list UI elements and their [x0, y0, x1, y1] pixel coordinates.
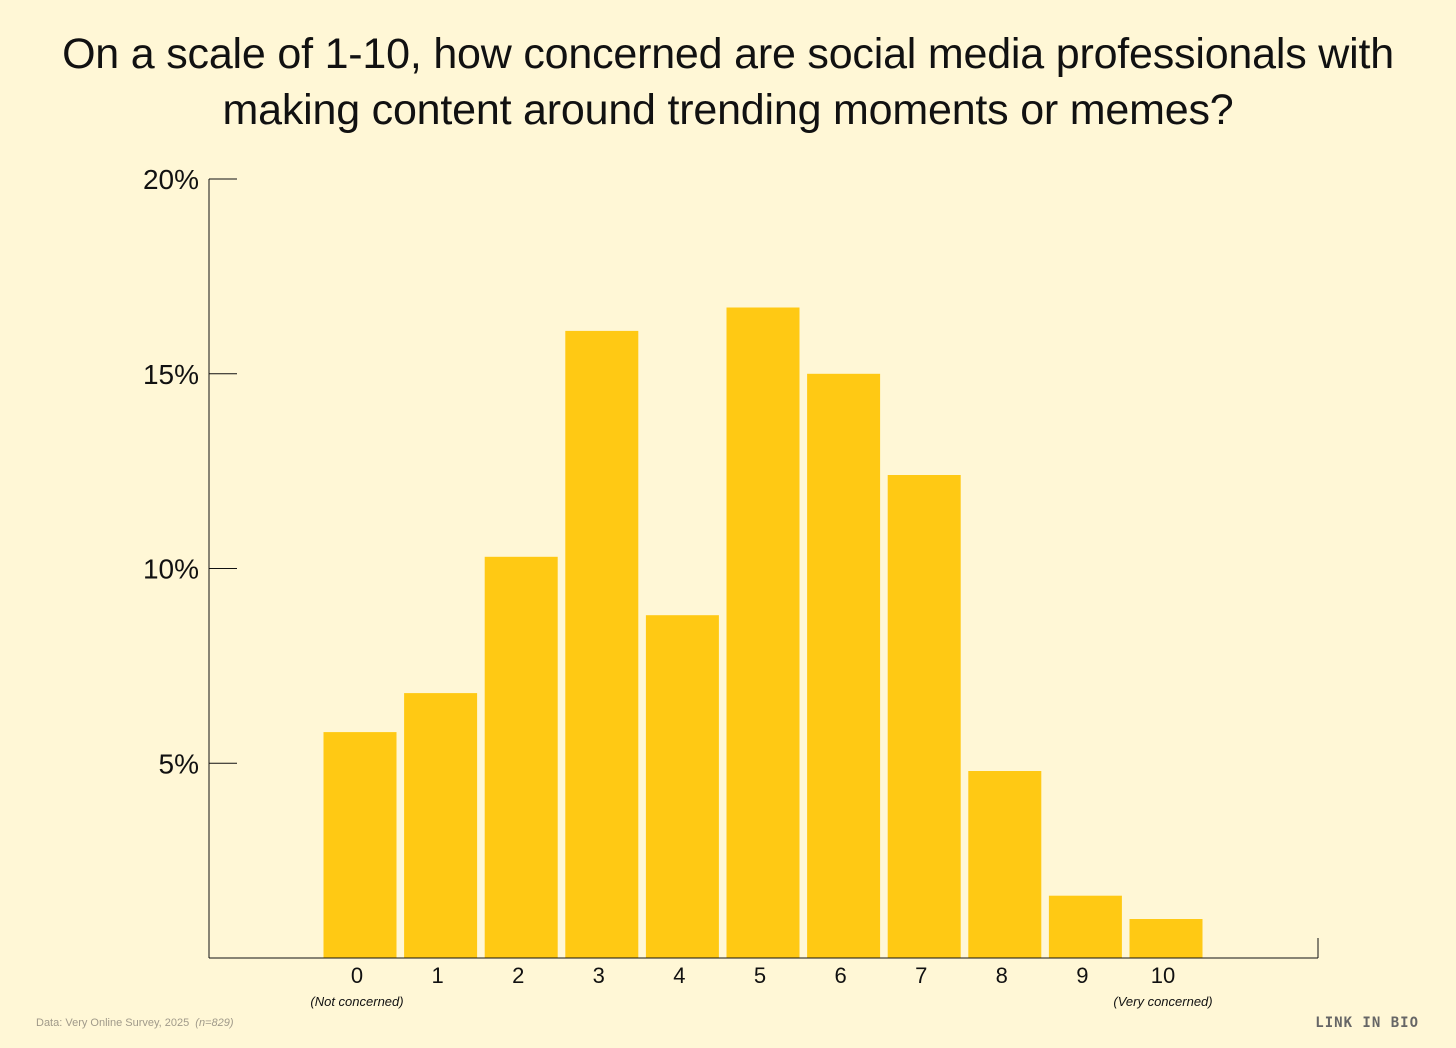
bar-9 — [1048, 895, 1122, 958]
brand-logo: LINK IN BIO — [1315, 1015, 1419, 1031]
bar-4 — [645, 615, 719, 958]
annotation-not-concerned: (Not concerned) — [310, 994, 403, 1009]
bar-3 — [565, 330, 639, 958]
y-tick-label-10: 10% — [143, 554, 199, 585]
x-tick-label-4: 4 — [673, 963, 685, 988]
source-text: Data: Very Online Survey, 2025 — [36, 1017, 190, 1029]
x-tick-label-5: 5 — [754, 963, 766, 988]
sample-size: (n=829) — [195, 1017, 234, 1029]
bar-8 — [968, 771, 1042, 958]
bar-2 — [484, 556, 558, 958]
bar-10 — [1129, 919, 1203, 958]
y-tick-label-5: 5% — [159, 748, 199, 779]
x-tick-label-1: 1 — [431, 963, 443, 988]
x-tick-label-10: 10 — [1151, 963, 1175, 988]
x-tick-label-3: 3 — [593, 963, 605, 988]
y-tick-label-15: 15% — [143, 359, 199, 390]
bar-7 — [887, 475, 961, 958]
data-source-note: Data: Very Online Survey, 2025 (n=829) — [36, 1017, 234, 1029]
x-tick-label-0: 0 — [351, 963, 363, 988]
annotation-very-concerned: (Very concerned) — [1113, 994, 1212, 1009]
x-tick-label-7: 7 — [915, 963, 927, 988]
x-tick-label-8: 8 — [996, 963, 1008, 988]
bar-6 — [807, 373, 881, 959]
bar-5 — [726, 307, 800, 958]
x-tick-label-2: 2 — [512, 963, 524, 988]
x-tick-label-9: 9 — [1076, 963, 1088, 988]
x-tick-label-6: 6 — [834, 963, 846, 988]
y-tick-label-20: 20% — [143, 164, 199, 195]
chart-title: On a scale of 1-10, how concerned are so… — [62, 30, 1394, 134]
bar-0 — [323, 732, 397, 958]
bar-1 — [404, 693, 478, 958]
